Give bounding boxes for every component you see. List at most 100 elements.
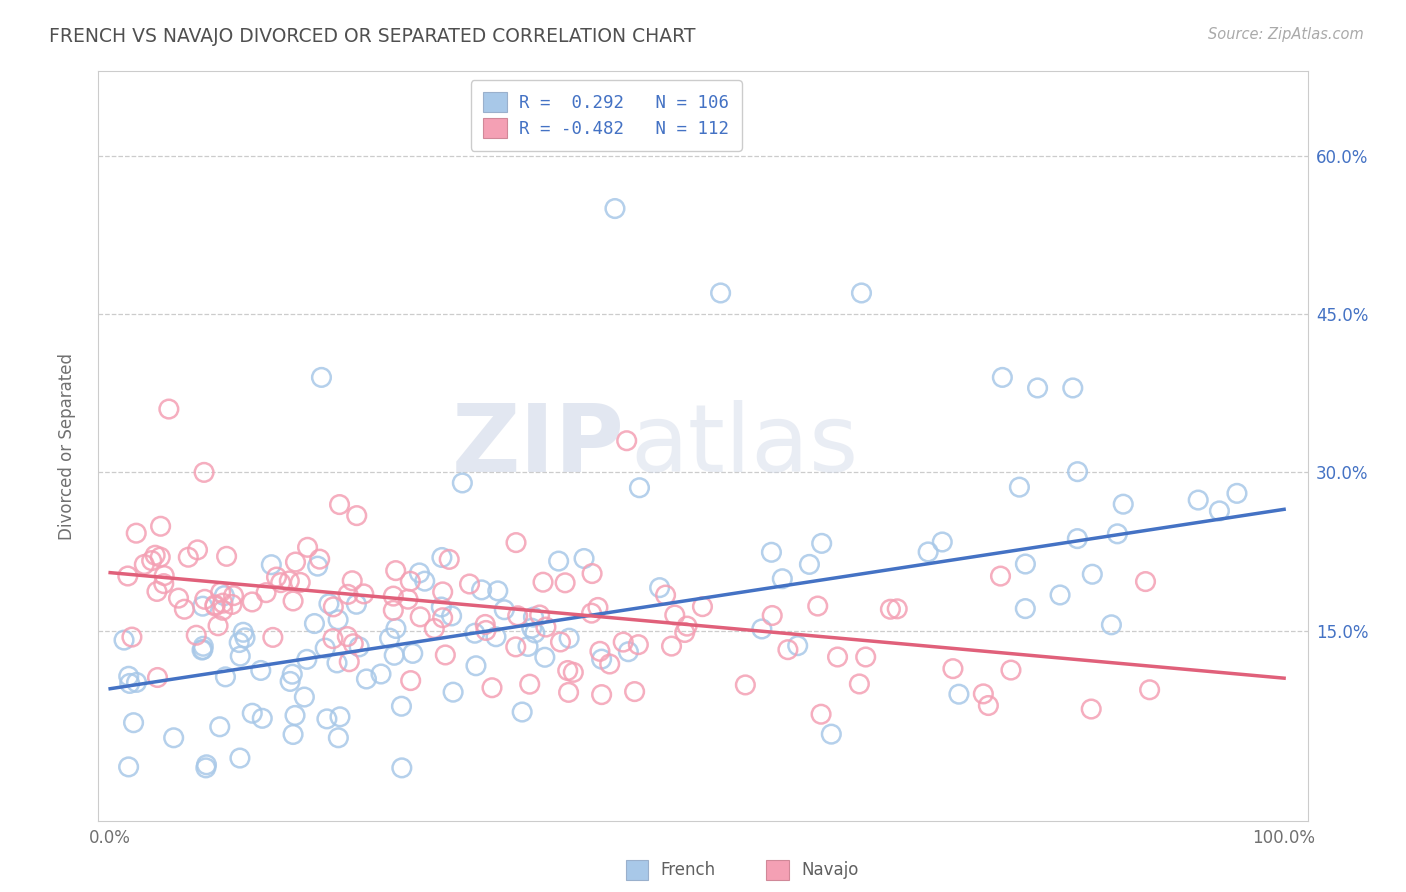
Point xyxy=(134,558,156,572)
Point xyxy=(328,731,350,745)
Point xyxy=(209,585,232,599)
Point xyxy=(146,671,169,685)
Point xyxy=(557,664,579,678)
Point xyxy=(177,550,200,565)
Point xyxy=(167,591,190,606)
Point xyxy=(347,640,370,654)
Point xyxy=(281,727,304,741)
Point xyxy=(464,626,486,640)
Point xyxy=(603,202,626,216)
Point xyxy=(141,553,163,567)
Point xyxy=(517,640,540,654)
Point xyxy=(329,710,352,724)
Point xyxy=(591,652,613,666)
Point xyxy=(799,558,821,572)
Point xyxy=(494,603,516,617)
Point xyxy=(122,715,145,730)
Point xyxy=(262,631,284,645)
Point xyxy=(990,569,1012,583)
Point xyxy=(1081,567,1104,582)
Point xyxy=(474,617,496,632)
Point xyxy=(591,688,613,702)
Point xyxy=(284,708,307,723)
Point xyxy=(378,631,401,645)
Point xyxy=(917,545,939,559)
Point xyxy=(382,648,405,663)
Point xyxy=(506,608,529,623)
Point xyxy=(423,622,446,636)
Point xyxy=(1066,465,1088,479)
Point xyxy=(1208,504,1230,518)
Point xyxy=(437,552,460,566)
Point xyxy=(855,650,877,665)
Point xyxy=(214,589,236,603)
Point xyxy=(432,585,454,599)
Point xyxy=(475,624,498,638)
Point xyxy=(734,678,756,692)
Legend: R =  0.292   N = 106, R = -0.482   N = 112: R = 0.292 N = 106, R = -0.482 N = 112 xyxy=(471,80,741,151)
Point xyxy=(370,667,392,681)
Point xyxy=(1049,588,1071,602)
Point xyxy=(207,619,229,633)
Point xyxy=(1000,663,1022,677)
Point xyxy=(451,475,474,490)
Point xyxy=(186,628,208,642)
Point xyxy=(146,584,169,599)
Point xyxy=(1187,493,1209,508)
Point xyxy=(186,542,208,557)
Point xyxy=(284,555,307,569)
Point xyxy=(522,610,544,624)
Point xyxy=(434,648,457,662)
Point xyxy=(193,640,215,654)
Point xyxy=(1062,381,1084,395)
Point xyxy=(314,641,336,656)
Point xyxy=(581,566,603,581)
Point xyxy=(329,498,352,512)
Y-axis label: Divorced or Separated: Divorced or Separated xyxy=(58,352,76,540)
Point xyxy=(562,665,585,680)
Point xyxy=(240,706,263,721)
Point xyxy=(440,609,463,624)
Point xyxy=(654,588,676,602)
Point xyxy=(152,576,174,591)
Point xyxy=(229,649,252,664)
Point xyxy=(221,598,243,612)
Point xyxy=(589,644,612,658)
Point xyxy=(441,685,464,699)
Point xyxy=(240,595,263,609)
Point xyxy=(391,699,413,714)
Point xyxy=(278,674,301,689)
Point xyxy=(485,630,508,644)
Point xyxy=(290,575,312,590)
Point xyxy=(307,559,329,574)
Point xyxy=(510,705,533,719)
Point xyxy=(581,606,603,620)
Point xyxy=(278,574,301,588)
Point xyxy=(827,650,849,665)
Point xyxy=(648,581,671,595)
Point xyxy=(118,676,141,690)
Point xyxy=(249,664,271,678)
Point xyxy=(931,535,953,549)
Text: atlas: atlas xyxy=(630,400,859,492)
Point xyxy=(520,621,543,635)
Point xyxy=(948,687,970,701)
Point xyxy=(761,608,783,623)
Point xyxy=(342,637,364,651)
Point xyxy=(991,370,1014,384)
Point xyxy=(342,574,364,588)
Point xyxy=(270,575,292,590)
Point xyxy=(531,575,554,590)
Text: FRENCH VS NAVAJO DIVORCED OR SEPARATED CORRELATION CHART: FRENCH VS NAVAJO DIVORCED OR SEPARATED C… xyxy=(49,27,696,45)
Point xyxy=(266,570,288,584)
Point xyxy=(661,639,683,653)
Point xyxy=(356,672,378,686)
Point xyxy=(346,508,368,523)
Point xyxy=(322,599,344,614)
Point xyxy=(529,607,551,622)
Point xyxy=(295,652,318,666)
Point xyxy=(1226,486,1249,500)
Point xyxy=(211,603,233,617)
Point xyxy=(1139,682,1161,697)
Point xyxy=(212,596,235,610)
